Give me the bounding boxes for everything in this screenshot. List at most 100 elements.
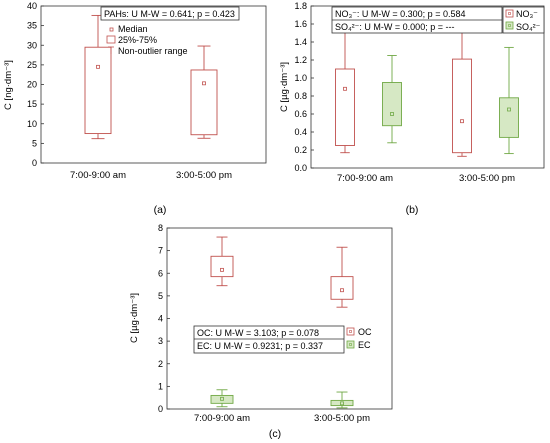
legend-no3-dot: [508, 12, 511, 15]
box-primary-2: [330, 246, 354, 308]
median-marker: [343, 86, 347, 91]
panel-b-plot-frame: [310, 5, 545, 169]
legend-iqr-label: 25%-75%: [118, 35, 157, 45]
y-tick-label: 2: [158, 359, 163, 369]
iqr-box: [330, 399, 354, 407]
y-tick-label: 5: [158, 291, 163, 301]
box-primary-2: [452, 28, 472, 157]
panel-b-boxes: [335, 15, 519, 157]
median-marker: [460, 119, 464, 124]
panel-a-boxes: [84, 14, 218, 140]
panel-a-stats-text: PAHs: U M-W = 0.641; p = 0.423: [104, 9, 235, 19]
y-tick-label: 8: [158, 223, 163, 233]
panel-b-y-axis-label: C [µg·dm⁻³]: [279, 62, 290, 112]
legend-oc-dot: [349, 330, 352, 333]
iqr-box: [84, 46, 112, 135]
y-tick-label: 0: [32, 158, 37, 168]
y-tick-label: 4: [158, 314, 163, 324]
iqr-box: [335, 68, 355, 146]
panel-a-y-ticks: 0 5 10 15 20 25 30 35 40: [27, 1, 44, 168]
panel-c-y-axis-label: C [µg·dm⁻³]: [129, 293, 140, 343]
y-tick-label: 6: [158, 268, 163, 278]
box-secondary-2: [499, 46, 519, 155]
median-marker: [390, 112, 394, 116]
y-tick-label: 1.0: [294, 73, 307, 83]
iqr-box: [190, 69, 218, 136]
legend-no3-label: NO₃⁻: [516, 9, 538, 19]
iqr-box: [330, 276, 354, 300]
legend-so4-label: SO₄²⁻: [516, 22, 541, 32]
median-marker: [220, 396, 224, 401]
panel-a-legend: Median 25%-75% Non-outlier range: [106, 24, 188, 56]
y-tick-label: 20: [27, 80, 37, 90]
box-secondary-2: [330, 391, 354, 409]
legend-ec-swatch: [346, 340, 355, 349]
panel-c-x-tick-2: 3:00-5:00 pm: [314, 413, 370, 424]
panel-c: 0 1 2 3 4 5 6 7 8 C [µg·dm⁻³] 7:00-9:00 am 3:00-…: [129, 223, 393, 440]
y-tick-label: 35: [27, 21, 37, 31]
panel-b-legend: NO₃⁻ SO₄²⁻: [502, 6, 545, 34]
legend-range-label: Non-outlier range: [118, 46, 188, 56]
panel-c-stats-line-1: OC: U M-W = 3.103; p = 0.078: [197, 328, 319, 338]
legend-ec-label: EC: [358, 340, 371, 350]
y-tick-label: 1.8: [294, 1, 307, 11]
panel-a-label: (a): [154, 204, 167, 216]
box-primary-2: [190, 45, 218, 139]
y-tick-label: 30: [27, 40, 37, 50]
y-tick-label: 3: [158, 336, 163, 346]
median-marker: [202, 81, 206, 86]
legend-so4-swatch: [505, 21, 514, 30]
y-tick-label: 0.8: [294, 91, 307, 101]
panel-c-stats-line-2: EC: U M-W = 0.9231; p = 0.337: [197, 341, 323, 351]
y-tick-label: 1.4: [294, 37, 307, 47]
median-marker: [340, 401, 344, 406]
y-tick-label: 0.0: [294, 163, 307, 173]
panel-c-y-ticks: 0 1 2 3 4 5 6 7 8: [158, 223, 170, 414]
legend-no3-swatch: [505, 9, 514, 18]
panel-b: 0.0 0.2 0.4 0.6 0.8 1.0 1.2 1.4 1.6 1.8 C [µg·dm⁻…: [279, 1, 545, 216]
median-marker: [220, 267, 224, 272]
legend-oc-label: OC: [358, 327, 372, 337]
y-tick-label: 25: [27, 60, 37, 70]
panel-b-y-ticks: 0.0 0.2 0.4 0.6 0.8 1.0 1.2 1.4 1.6 1.8: [294, 1, 314, 173]
panel-a-stats-box: [100, 6, 240, 21]
panel-b-stats-line-1: NO₃⁻: U M-W = 0.300; p = 0.584: [335, 9, 465, 19]
panel-c-legend: OC EC: [346, 327, 372, 350]
panel-a-plot-frame: [40, 5, 267, 164]
legend-median-label: Median: [118, 24, 148, 34]
panel-c-label: (c): [269, 428, 281, 440]
y-tick-label: 1.2: [294, 55, 307, 65]
median-marker: [96, 64, 100, 69]
y-tick-label: 7: [158, 246, 163, 256]
box-secondary-1: [382, 55, 402, 144]
legend-iqr-marker: [106, 35, 116, 44]
panel-b-label: (b): [406, 204, 419, 216]
panel-b-x-tick-1: 7:00-9:00 am: [337, 173, 393, 184]
y-tick-label: 5: [32, 138, 37, 148]
y-tick-label: 0.6: [294, 109, 307, 119]
panel-b-stats-line-2: SO₄²⁻: U M-W = 0.000; p = ---: [335, 22, 454, 32]
median-marker: [507, 107, 511, 112]
panel-a: 0 5 10 15 20 25 30 35 40 C [ng·dm⁻³] 7:00-9:00 a…: [3, 1, 267, 216]
y-tick-label: 0: [158, 404, 163, 414]
legend-median-marker: [109, 27, 114, 32]
box-secondary-1: [210, 389, 234, 408]
panel-c-boxes: [210, 236, 354, 409]
iqr-box: [382, 82, 402, 127]
y-tick-label: 0.2: [294, 145, 307, 155]
iqr-box: [210, 255, 234, 278]
iqr-box: [499, 97, 519, 138]
panel-a-y-axis-label: C [ng·dm⁻³]: [3, 60, 14, 110]
y-tick-label: 1.6: [294, 19, 307, 29]
box-primary-1: [84, 14, 112, 140]
y-tick-label: 10: [27, 119, 37, 129]
panel-c-stats-box: [193, 325, 345, 354]
y-tick-label: 40: [27, 1, 37, 11]
box-primary-1: [210, 236, 234, 287]
panel-c-plot-frame: [166, 227, 393, 410]
iqr-box: [210, 394, 234, 404]
y-tick-label: 0.4: [294, 127, 307, 137]
box-primary-1: [335, 15, 355, 154]
legend-so4-dot: [508, 24, 511, 27]
